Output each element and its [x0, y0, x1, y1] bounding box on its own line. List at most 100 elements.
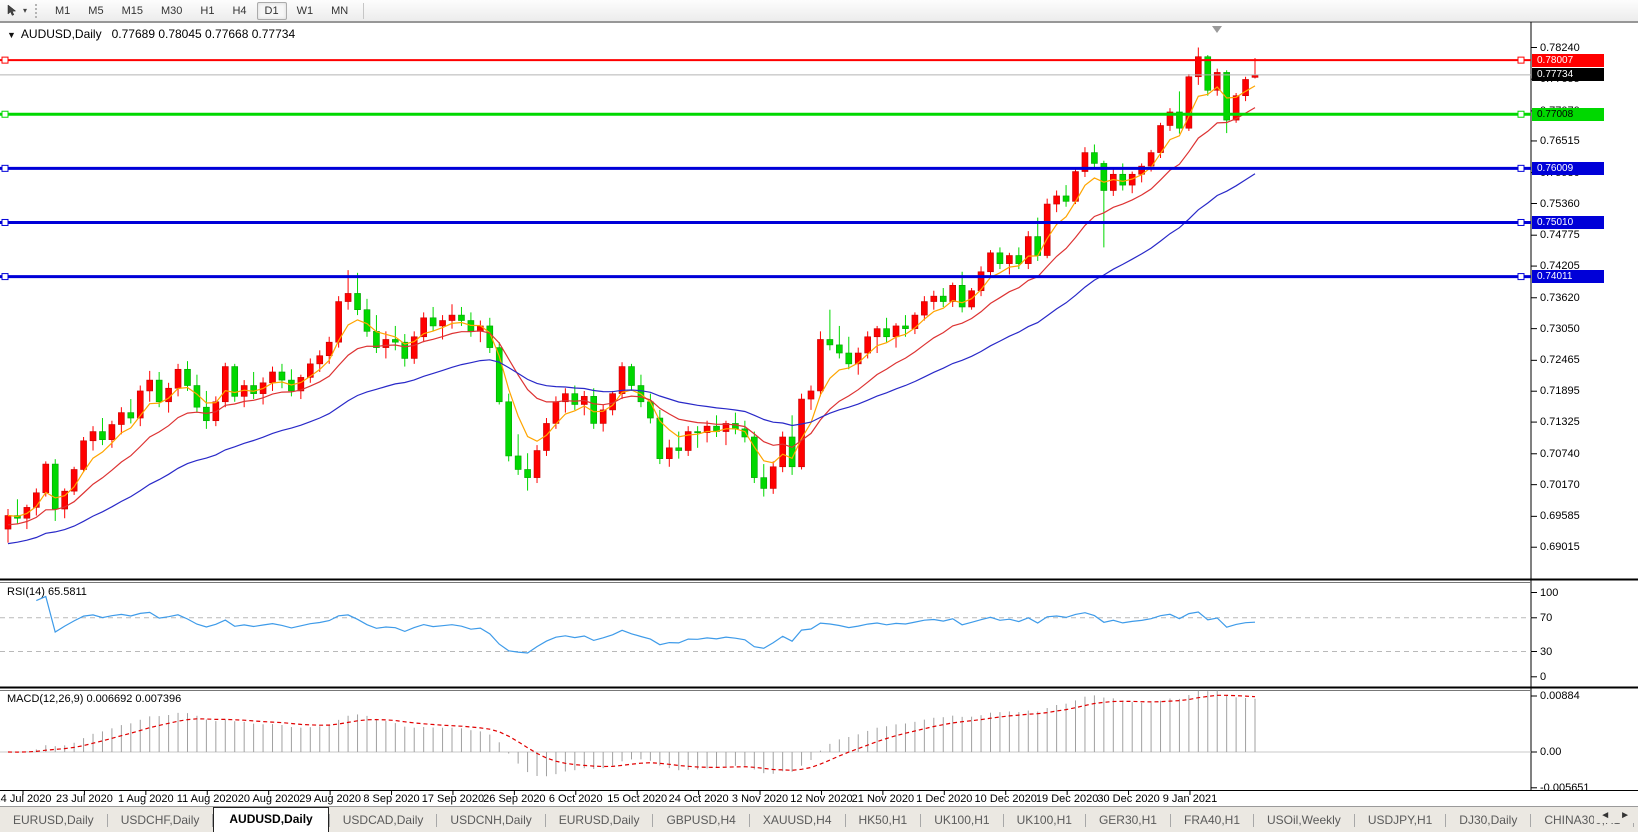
timeframe-button-h4[interactable]: H4 — [232, 4, 247, 17]
candle-body — [845, 352, 853, 365]
date-tick-label: 26 Sep 2020 — [483, 793, 546, 805]
candle-body — [1015, 255, 1023, 264]
candle-body — [335, 301, 342, 343]
line-handle[interactable] — [1, 56, 9, 64]
collapse-quotes-icon[interactable]: ▼ — [7, 30, 16, 40]
candle-body — [269, 371, 276, 384]
tab-usoil-weekly[interactable]: USOil,Weekly — [1267, 813, 1341, 827]
candle-body — [51, 463, 59, 510]
tab-gbpusd-h4[interactable]: GBPUSD,H4 — [666, 813, 736, 827]
tab-hk50-h1[interactable]: HK50,H1 — [858, 813, 908, 827]
tab-usdcnh-daily[interactable]: USDCNH,Daily — [450, 813, 532, 827]
chart-symbol: AUDUSD,Daily — [20, 27, 102, 41]
line-handle[interactable] — [1, 273, 9, 281]
price-line-badge-0.78007: 0.78007 — [1532, 53, 1604, 67]
tab-uk100-h1[interactable]: UK100,H1 — [1016, 813, 1072, 827]
tab-separator — [652, 814, 654, 827]
tab-xauusd-h4[interactable]: XAUUSD,H4 — [762, 813, 832, 827]
timeframe-button-m1[interactable]: M1 — [55, 4, 71, 17]
tab-eurusd-daily[interactable]: EURUSD,Daily — [13, 813, 94, 827]
candle-body — [373, 331, 380, 348]
candle-body — [184, 368, 191, 386]
candle-body — [949, 285, 957, 302]
date-tick-label: 15 Oct 2020 — [607, 793, 668, 805]
candle-body — [760, 477, 768, 489]
tab-eurusd-daily[interactable]: EURUSD,Daily — [558, 813, 640, 827]
candle-body — [495, 347, 503, 403]
tab-separator — [844, 814, 846, 827]
candle-body — [155, 379, 163, 403]
line-handle[interactable] — [1, 110, 9, 118]
macd-tick-label: 0.00 — [1540, 746, 1562, 758]
candle-body — [769, 466, 777, 489]
line-handle[interactable] — [1517, 218, 1525, 226]
line-handle[interactable] — [1517, 56, 1525, 64]
tab-uk100-h1[interactable]: UK100,H1 — [934, 813, 990, 827]
price-line-badge-0.75010: 0.75010 — [1532, 215, 1604, 229]
tab-ger30-h1[interactable]: GER30,H1 — [1098, 813, 1157, 827]
chart-tab-bar: EURUSD,Daily USDCHF,Daily AUDUSD,Daily USDC… — [0, 806, 1638, 832]
line-handle[interactable] — [1, 164, 9, 172]
candle-body — [854, 352, 862, 365]
candle-body — [1024, 236, 1032, 264]
date-tick-label: 12 Nov 2020 — [790, 793, 853, 805]
date-tick-label: 14 Jul 2020 — [0, 793, 52, 805]
candle-body — [647, 401, 654, 419]
candle-body — [344, 293, 352, 302]
candle-body — [250, 385, 257, 394]
price-tick-label: 0.74205 — [1540, 260, 1580, 273]
price-line-badge-0.74011: 0.74011 — [1532, 270, 1604, 284]
candle-body — [873, 328, 881, 338]
timeframe-button-h1[interactable]: H1 — [200, 4, 215, 17]
candle-body — [741, 428, 749, 438]
candle-body — [1147, 152, 1155, 167]
tab-usdchf-daily[interactable]: USDCHF,Daily — [120, 813, 200, 827]
line-handle[interactable] — [1517, 164, 1525, 172]
candle-body — [174, 368, 182, 389]
candle-body — [996, 252, 1004, 264]
date-tick-label: 17 Sep 2020 — [421, 793, 485, 805]
date-tick-label: 8 Sep 2020 — [363, 793, 420, 805]
price-tick-label: 0.72465 — [1540, 354, 1580, 367]
date-tick-label: 30 Dec 2020 — [1097, 793, 1160, 805]
cursor-tool-icon[interactable] — [0, 4, 22, 17]
tab-separator — [1353, 814, 1355, 827]
tab-scroll-left-icon[interactable]: ◄ — [1600, 810, 1611, 821]
price-line-badge-0.77008: 0.77008 — [1532, 107, 1604, 121]
tab-dj30-daily[interactable]: DJ30,Daily — [1459, 813, 1518, 827]
tab-separator — [328, 814, 330, 827]
price-tick-label: 0.74775 — [1540, 229, 1580, 242]
candle-body — [514, 455, 522, 470]
line-handle[interactable] — [1517, 110, 1525, 118]
candle-body — [4, 515, 12, 530]
tab-usdcad-daily[interactable]: USDCAD,Daily — [342, 813, 424, 827]
timeframe-button-m15[interactable]: M15 — [121, 4, 143, 17]
line-handle[interactable] — [1517, 273, 1525, 281]
tab-audusd-daily[interactable]: AUDUSD,Daily — [213, 807, 329, 832]
timeframe-button-d1[interactable]: D1 — [256, 1, 287, 20]
candle-body — [817, 339, 824, 392]
timeframe-button-m30[interactable]: M30 — [160, 4, 183, 17]
tab-scroll-right-icon[interactable]: ► — [1620, 810, 1630, 821]
candle-body — [977, 271, 985, 292]
line-handle[interactable] — [1, 218, 9, 226]
candle-body — [684, 431, 692, 451]
chart-shift-marker[interactable] — [1212, 26, 1222, 33]
tab-separator — [1002, 814, 1004, 827]
tab-usdjpy-h1[interactable]: USDJPY,H1 — [1367, 813, 1433, 827]
candle-body — [136, 390, 144, 419]
tab-fra40-h1[interactable]: FRA40,H1 — [1183, 813, 1241, 827]
candle-body — [221, 366, 229, 403]
timeframe-button-m5[interactable]: M5 — [88, 4, 104, 17]
timeframe-button-w1[interactable]: W1 — [296, 4, 314, 17]
candle-body — [1204, 56, 1212, 91]
tab-separator — [1253, 814, 1255, 827]
candle-body — [902, 325, 909, 329]
toolbar-grip-handle[interactable] — [35, 3, 40, 18]
toolbar-dropdown-icon[interactable]: ▾ — [23, 6, 28, 15]
candle-body — [127, 412, 135, 419]
timeframe-button-mn[interactable]: MN — [331, 4, 349, 17]
price-tick-label: 0.70740 — [1540, 447, 1580, 460]
rsi-tick-label: 30 — [1540, 645, 1553, 658]
